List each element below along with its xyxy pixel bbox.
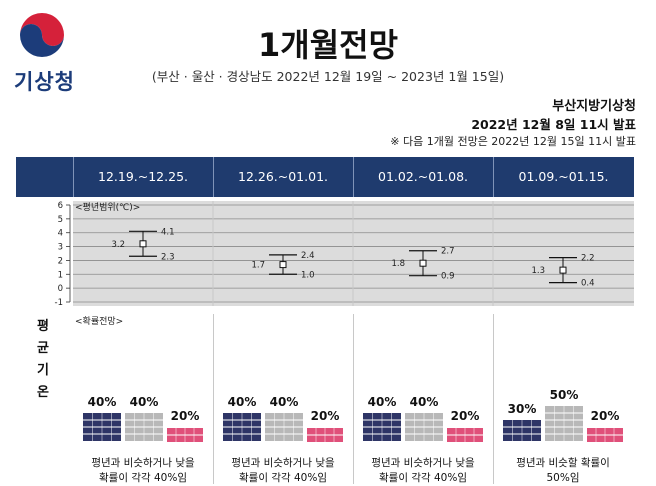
y-tick-label: 6: [58, 201, 63, 211]
column-divider: [353, 314, 354, 484]
mean-value-label: 1.8: [391, 259, 405, 269]
column-divider: [493, 314, 494, 484]
below-normal-probability-label: 30%: [507, 402, 537, 416]
near-normal-probability-label: 40%: [409, 395, 439, 409]
mean-marker: [279, 261, 287, 269]
below-normal-probability-stack: [83, 413, 121, 441]
y-tick-label: 3: [58, 243, 63, 253]
mean-value-label: 1.3: [531, 266, 545, 276]
description-line: 평년과 비슷하거나 낮을: [91, 457, 195, 469]
high-value-label: 2.7: [441, 247, 455, 257]
above-normal-probability-stack: [447, 427, 483, 442]
mean-marker: [419, 259, 427, 267]
description-line: 평년과 비슷하거나 낮을: [371, 457, 475, 469]
high-value-label: 4.1: [161, 227, 175, 237]
average-temperature-label: 평 균 기 온: [37, 319, 49, 400]
next-forecast-notice: ※ 다음 1개월 전망은 2022년 12월 15일 11시 발표: [390, 135, 636, 148]
page-subtitle: (부산 · 울산 · 경상남도 2022년 12월 19일 ~ 2023년 1월…: [151, 69, 505, 84]
near-normal-probability-stack: [545, 406, 583, 441]
near-normal-probability-label: 50%: [549, 388, 579, 402]
mean-value-label: 1.7: [251, 261, 265, 271]
below-normal-probability-label: 40%: [367, 395, 397, 409]
below-normal-probability-label: 40%: [227, 395, 257, 409]
near-normal-probability-stack: [125, 413, 163, 441]
above-normal-probability-label: 20%: [170, 409, 200, 423]
y-tick-label: 5: [58, 215, 63, 225]
high-value-label: 2.2: [581, 254, 595, 264]
issue-time: 2022년 12월 8일 11시 발표: [471, 117, 636, 132]
description-line: 평년과 비슷할 확률이: [516, 457, 610, 469]
y-tick-label: -1: [55, 298, 63, 308]
above-normal-probability-label: 20%: [450, 409, 480, 423]
below-normal-probability-stack: [503, 420, 541, 441]
mean-marker: [139, 240, 147, 248]
above-normal-probability-label: 20%: [590, 409, 620, 423]
column-divider: [213, 314, 214, 484]
mean-marker: [559, 266, 567, 274]
low-value-label: 0.4: [581, 279, 595, 289]
y-tick-label: 4: [58, 229, 63, 239]
above-normal-probability-stack: [587, 427, 623, 442]
description-line: 확률이 각각 40%임: [239, 472, 327, 484]
period-header-bar: 12.19.~12.25. 12.26.~01.01. 01.02.~01.08…: [16, 157, 634, 197]
low-value-label: 0.9: [441, 272, 455, 282]
y-tick-label: 1: [58, 270, 63, 280]
below-normal-probability-stack: [223, 413, 261, 441]
above-normal-probability-stack: [167, 427, 203, 442]
description-line: 확률이 각각 40%임: [99, 472, 187, 484]
logo-text: 기상청: [14, 70, 75, 94]
page-title: 1개월전망: [257, 26, 399, 64]
high-value-label: 2.4: [301, 251, 315, 261]
period-header-4: 01.09.~01.15.: [518, 169, 609, 184]
near-normal-probability-stack: [405, 413, 443, 441]
normal-range-label: <평년범위(℃)>: [75, 203, 141, 213]
below-normal-probability-stack: [363, 413, 401, 441]
description-line: 평년과 비슷하거나 낮을: [231, 457, 335, 469]
period-header-3: 01.02.~01.08.: [378, 169, 468, 184]
issuing-agency: 부산지방기상청: [552, 99, 636, 114]
probability-description: 평년과 비슷할 확률이 50%임: [495, 456, 631, 486]
normal-range-chart: 6 5 4 3 2 1 0 -1 4.1 2.3 3.2 2.4 1.0 1.7 2.7 0.9 1.8 2.2 0…: [55, 201, 634, 308]
near-normal-probability-stack: [265, 413, 303, 441]
y-tick-label: 2: [58, 256, 63, 266]
description-line: 확률이 각각 40%임: [379, 472, 467, 484]
low-value-label: 2.3: [161, 252, 175, 262]
description-line: 50%임: [546, 472, 580, 484]
above-normal-probability-label: 20%: [310, 409, 340, 423]
near-normal-probability-label: 40%: [269, 395, 299, 409]
below-normal-probability-label: 40%: [87, 395, 117, 409]
korea-meteorological-administration-logo-icon: [20, 13, 64, 57]
mean-value-label: 3.2: [111, 240, 125, 250]
low-value-label: 1.0: [301, 270, 315, 280]
period-header-1: 12.19.~12.25.: [98, 169, 188, 184]
probability-label: <확률전망>: [75, 317, 124, 327]
near-normal-probability-label: 40%: [129, 395, 159, 409]
above-normal-probability-stack: [307, 427, 343, 442]
period-header-2: 12.26.~01.01.: [238, 169, 328, 184]
y-tick-label: 0: [58, 284, 63, 294]
